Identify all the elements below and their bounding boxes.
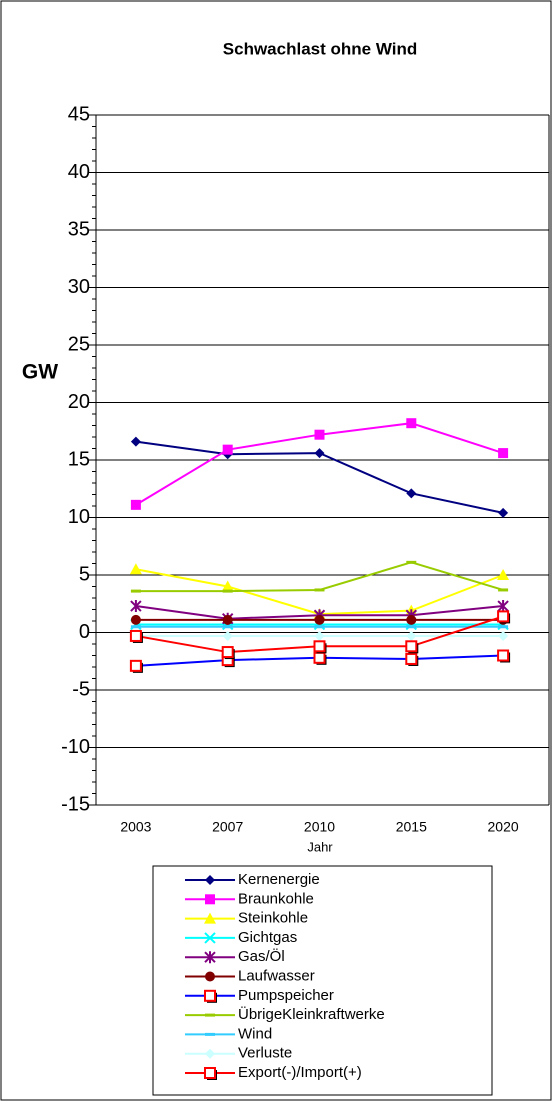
y-tick-label: -10 [61, 736, 90, 758]
data-point [406, 488, 417, 499]
y-tick-label: 15 [68, 448, 90, 470]
data-point [498, 507, 509, 518]
data-point [406, 418, 417, 429]
data-point [221, 646, 234, 659]
legend-box [152, 865, 493, 1096]
legend-label: Kernenergie [238, 871, 320, 888]
data-point [405, 652, 418, 665]
legend-label: Steinkohle [238, 910, 308, 927]
y-tick-label: 0 [79, 621, 90, 643]
x-tick-label: 2020 [488, 819, 519, 835]
legend-marker [205, 894, 215, 905]
data-point [498, 630, 509, 641]
data-point [129, 563, 142, 575]
data-point [313, 640, 326, 653]
data-point [314, 630, 325, 641]
x-tick-label: 2003 [120, 819, 151, 835]
data-point [129, 659, 142, 672]
y-tick-label: 40 [68, 161, 90, 183]
legend-label: Laufwasser [238, 967, 315, 984]
legend-marker [204, 932, 216, 944]
data-point [130, 499, 141, 510]
data-point [406, 614, 417, 625]
legend-label: Wind [238, 1025, 272, 1042]
x-tick-label: 2015 [396, 819, 427, 835]
data-point [129, 629, 142, 642]
data-point [130, 600, 142, 613]
data-point [498, 448, 509, 459]
data-point [130, 614, 141, 625]
legend-label: Braunkohle [238, 890, 314, 907]
data-point [497, 600, 509, 613]
legend-marker [204, 1067, 216, 1079]
y-tick-label: 5 [79, 563, 90, 585]
data-point [405, 640, 418, 653]
data-point [222, 444, 233, 455]
legend-marker [205, 875, 215, 885]
x-axis-label: Jahr [307, 839, 333, 854]
data-point [497, 649, 510, 662]
legend-label: Verluste [238, 1045, 292, 1062]
y-tick-label: 20 [68, 391, 90, 413]
data-point [497, 610, 510, 623]
data-point [314, 429, 325, 440]
x-tick-label: 2007 [212, 819, 243, 835]
y-axis-label: GW [22, 361, 58, 384]
data-point [222, 614, 233, 625]
y-tick-label: 25 [68, 333, 90, 355]
legend-label: Gichtgas [238, 929, 297, 946]
data-point [222, 630, 233, 641]
legend-marker [204, 989, 216, 1002]
legend-marker [205, 1048, 215, 1059]
x-tick-label: 2010 [304, 819, 335, 835]
legend-marker [205, 971, 215, 982]
y-tick-label: -15 [61, 793, 90, 815]
legend-label: Gas/Öl [238, 947, 285, 965]
chart-title: Schwachlast ohne Wind [223, 39, 417, 58]
legend-marker [204, 912, 216, 924]
y-tick-label: 35 [68, 218, 90, 240]
legend-marker [204, 951, 216, 964]
y-tick-label: 45 [68, 103, 90, 125]
legend-label: ÜbrigeKleinkraftwerke [238, 1005, 385, 1023]
data-point [314, 614, 325, 625]
data-point [313, 651, 326, 664]
data-point [130, 436, 141, 447]
data-point [314, 448, 325, 459]
data-point [221, 580, 234, 592]
legend-label: Export(-)/Import(+) [238, 1064, 362, 1081]
legend-label: Pumpspeicher [238, 987, 334, 1004]
y-tick-label: 30 [68, 276, 90, 298]
y-tick-label: 10 [68, 506, 90, 528]
data-point [497, 569, 510, 580]
y-tick-label: -5 [72, 678, 90, 700]
data-point [406, 630, 417, 641]
